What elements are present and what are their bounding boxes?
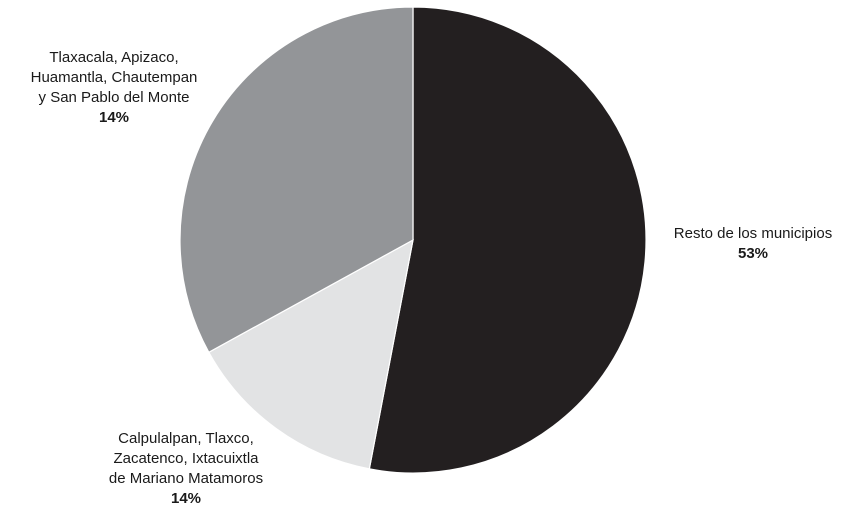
slice-label-3: Tlaxacala, Apizaco, Huamantla, Chautempan… [31,49,198,126]
slice-2-label-line-2: Zacatenco, Ixtacuixtla [113,450,259,467]
slice-3-percent-label: 14% [99,109,129,126]
slice-1-label-line-1: Resto de los municipios [674,225,832,242]
pie-slice-2 [208,238,414,470]
pie-slice-1 [368,6,647,474]
slice-label-1: Resto de los municipios 53% [674,225,832,262]
slice-2-label-line-1: Calpulalpan, Tlaxco, [118,430,254,447]
slice-2-percent-label: 14% [171,490,201,507]
pie-slices [179,6,647,474]
slice-2-label-line-3: de Mariano Matamoros [109,470,263,487]
pie-labels: Resto de los municipios 53% Calpulalpan, T… [31,49,833,507]
pie-slice-3 [179,6,414,354]
slice-label-2: Calpulalpan, Tlaxco, Zacatenco, Ixtacuixt… [109,430,263,507]
slice-3-label-line-3: y San Pablo del Monte [39,89,190,106]
slice-1-percent-label: 53% [738,245,768,262]
slice-3-label-line-1: Tlaxacala, Apizaco, [49,49,178,66]
slice-3-label-line-2: Huamantla, Chautempan [31,69,198,86]
